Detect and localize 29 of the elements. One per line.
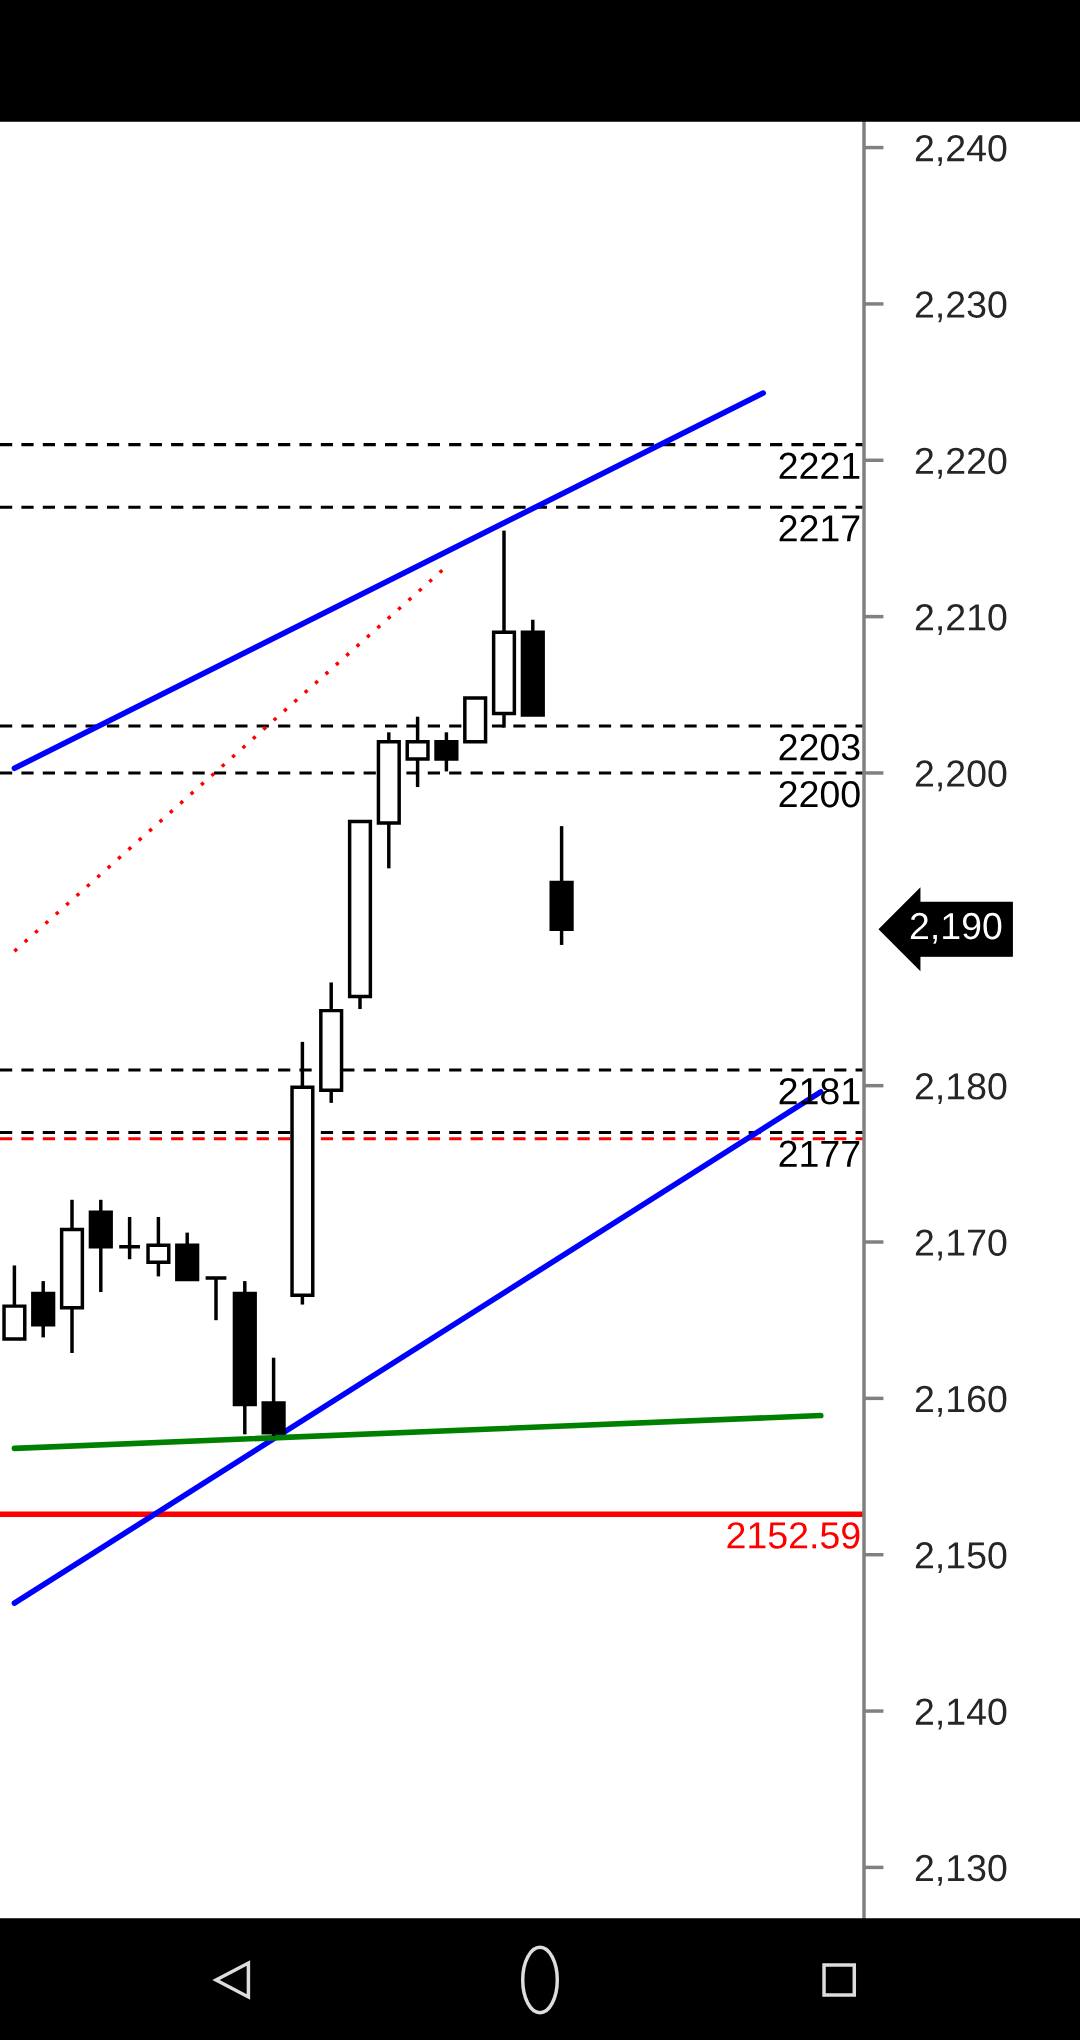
text: 2,190 (910, 912, 1002, 944)
ref-line-label: 2221 (779, 452, 860, 479)
candlestick (203, 1276, 229, 1321)
y-tick-label: 2,210 (915, 604, 1007, 636)
y-tick-label: 2,130 (915, 1854, 1007, 1886)
y-tick-label: 2,180 (915, 1073, 1007, 1105)
y-tick-label: 2,240 (915, 134, 1007, 166)
ref-line-label: 2152.59 (727, 1522, 860, 1549)
candlestick (347, 819, 373, 1011)
candlestick (463, 696, 488, 744)
candlestick (2, 1265, 27, 1341)
ref-line-label: 2203 (779, 734, 860, 761)
candlestick (232, 1281, 257, 1435)
y-tick-label: 2,170 (915, 1229, 1007, 1261)
y-tick-label: 2,150 (915, 1542, 1007, 1574)
candlestick (59, 1199, 85, 1354)
candlestick (175, 1232, 200, 1282)
candlestick (520, 619, 545, 717)
ref-line-label: 2177 (779, 1140, 860, 1167)
y-tick-label: 2,160 (915, 1385, 1007, 1417)
ref-line-label: 2181 (779, 1077, 860, 1105)
candlestick (31, 1281, 56, 1338)
candlestick (88, 1199, 113, 1294)
y-tick-label: 2,220 (915, 447, 1007, 479)
ref-line-label: 2200 (779, 780, 860, 808)
y-tick-label: 2,200 (915, 760, 1007, 792)
ref-line-label: 2217 (779, 515, 860, 542)
y-tick-label: 2,230 (915, 291, 1007, 323)
y-tick-label: 2,140 (915, 1698, 1007, 1730)
